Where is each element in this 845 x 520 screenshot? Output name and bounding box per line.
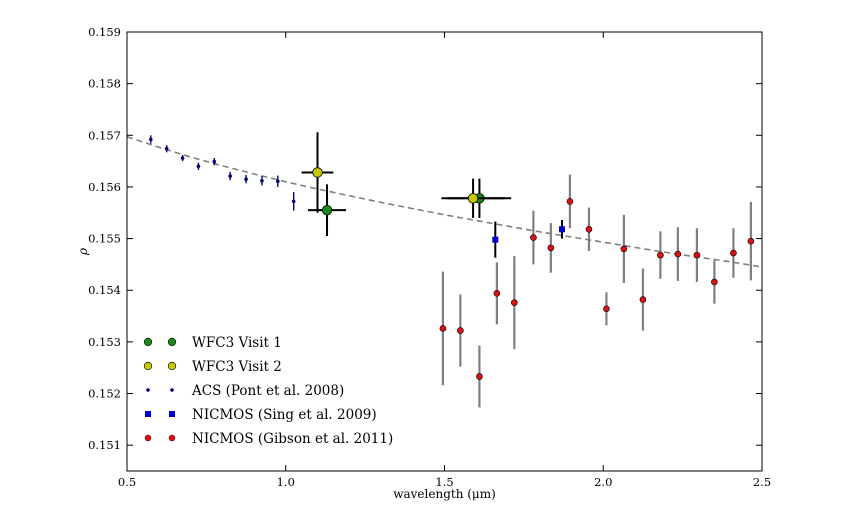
nicmos-gibson-et-al-2011-point bbox=[693, 251, 701, 259]
y-tick-label: 0.154 bbox=[88, 283, 121, 297]
acs-pont-et-al-2008-point bbox=[180, 156, 185, 160]
legend-marker-nicmos-gibson-et-al-2011 bbox=[168, 434, 176, 442]
acs-pont-et-al-2008-point bbox=[291, 199, 296, 204]
acs-pont-et-al-2008-point bbox=[164, 146, 169, 151]
wfc3-visit-2-point bbox=[312, 167, 323, 178]
nicmos-gibson-et-al-2011-point bbox=[439, 325, 447, 332]
nicmos-gibson-et-al-2011-point bbox=[566, 198, 574, 205]
y-axis-label: ρ bbox=[76, 248, 90, 256]
nicmos-sing-et-al-2009-point bbox=[558, 226, 565, 233]
nicmos-gibson-et-al-2011-point bbox=[730, 249, 737, 257]
model-curve-line bbox=[126, 136, 763, 268]
x-axis-label: wavelength (μm) bbox=[393, 487, 496, 501]
wfc3-visit-2-point bbox=[467, 193, 479, 204]
y-tick-label: 0.155 bbox=[88, 232, 121, 246]
wfc3-visit-1-point bbox=[321, 204, 333, 216]
y-tick-label: 0.153 bbox=[88, 335, 121, 349]
nicmos-gibson-et-al-2011-point bbox=[639, 296, 647, 303]
x-tick-label: 2.0 bbox=[594, 475, 612, 489]
acs-pont-et-al-2008-point bbox=[196, 164, 201, 169]
nicmos-gibson-et-al-2011-point bbox=[747, 237, 755, 245]
legend-marker-wfc3-visit-1 bbox=[167, 337, 177, 347]
legend-marker-acs-pont-et-al-2008 bbox=[146, 388, 150, 392]
nicmos-sing-et-al-2009-point bbox=[492, 236, 499, 243]
legend-marker-nicmos-sing-et-al-2009 bbox=[145, 411, 151, 417]
nicmos-gibson-et-al-2011-point bbox=[585, 225, 593, 233]
nicmos-gibson-et-al-2011-point bbox=[530, 234, 537, 241]
y-axis-ticks: 0.151 0.152 0.153 0.154 0.155 0.156 0.157 0.158… bbox=[88, 25, 762, 452]
x-tick-label: 1.5 bbox=[435, 475, 453, 489]
y-tick-label: 0.151 bbox=[88, 438, 121, 452]
legend-marker-acs-pont-et-al-2008 bbox=[170, 388, 174, 392]
legend-label-wfc3-visit-2: WFC3 Visit 2 bbox=[192, 359, 282, 375]
legend-marker-nicmos-sing-et-al-2009 bbox=[169, 411, 175, 417]
legend-label-nicmos-sing-et-al-2009: NICMOS (Sing et al. 2009) bbox=[192, 407, 377, 423]
y-tick-label: 0.152 bbox=[88, 387, 121, 401]
nicmos-gibson-et-al-2011-point bbox=[493, 290, 501, 297]
nicmos-gibson-et-al-2011-point bbox=[603, 305, 610, 313]
legend-label-wfc3-visit-1: WFC3 Visit 1 bbox=[192, 335, 282, 351]
axes-frame bbox=[126, 31, 763, 472]
nicmos-gibson-et-al-2011-point bbox=[711, 278, 718, 286]
nicmos-gibson-et-al-2011-point bbox=[620, 245, 628, 253]
acs-pont-et-al-2008-point bbox=[228, 174, 232, 178]
acs-pont-et-al-2008-point bbox=[212, 159, 217, 164]
legend: WFC3 Visit 1 WFC3 Visit 2 ACS (Pont et al.… bbox=[143, 335, 393, 447]
legend-label-nicmos-gibson-et-al-2011: NICMOS (Gibson et al. 2011) bbox=[192, 431, 393, 447]
legend-marker-nicmos-gibson-et-al-2011 bbox=[144, 434, 152, 442]
legend-marker-wfc3-visit-1 bbox=[143, 337, 153, 347]
acs-pont-et-al-2008-point bbox=[244, 177, 248, 181]
y-tick-label: 0.157 bbox=[88, 128, 121, 142]
y-tick-label: 0.158 bbox=[88, 77, 121, 91]
y-tick-label: 0.159 bbox=[88, 25, 121, 39]
y-tick-label: 0.156 bbox=[88, 180, 121, 194]
x-axis-ticks: 0.5 1.0 1.5 2.0 2.5 bbox=[118, 32, 771, 489]
acs-pont-et-al-2008-point bbox=[149, 137, 153, 142]
acs-pont-et-al-2008-point bbox=[276, 179, 280, 184]
nicmos-gibson-et-al-2011-point bbox=[511, 299, 518, 306]
legend-label-acs-pont-et-al-2008: ACS (Pont et al. 2008) bbox=[191, 383, 344, 399]
acs-pont-et-al-2008-point bbox=[260, 178, 264, 183]
nicmos-gibson-et-al-2011-point bbox=[547, 244, 555, 252]
nicmos-gibson-et-al-2011-point bbox=[674, 250, 682, 258]
nicmos-gibson-et-al-2011-point bbox=[476, 373, 483, 380]
legend-marker-wfc3-visit-2 bbox=[167, 361, 177, 371]
model-curve-layer bbox=[126, 136, 763, 268]
nicmos-gibson-et-al-2011-point bbox=[457, 327, 464, 334]
x-tick-label: 1.0 bbox=[277, 475, 295, 489]
data-points-layer bbox=[149, 132, 755, 408]
x-tick-label: 0.5 bbox=[118, 475, 136, 489]
x-tick-label: 2.5 bbox=[753, 475, 771, 489]
legend-marker-wfc3-visit-2 bbox=[143, 361, 153, 371]
nicmos-gibson-et-al-2011-point bbox=[657, 251, 664, 259]
